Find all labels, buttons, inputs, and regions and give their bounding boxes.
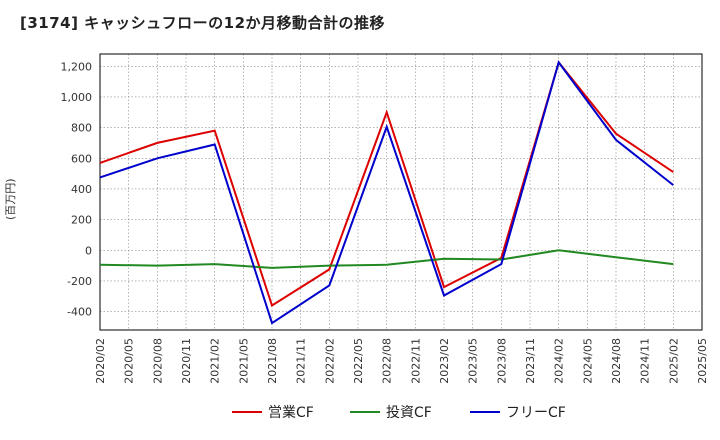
legend-label-investing-cf: 投資CF bbox=[386, 405, 432, 421]
x-tick-label: 2023/02 bbox=[438, 338, 451, 384]
x-tick-label: 2022/08 bbox=[381, 338, 394, 384]
legend-item-operating-cf: 営業CF bbox=[232, 402, 314, 422]
plot-border bbox=[99, 53, 703, 331]
x-tick-label: 2024/08 bbox=[610, 338, 623, 384]
plot-area bbox=[99, 53, 703, 331]
y-tick-label: -400 bbox=[67, 306, 92, 319]
legend-label-free-cf: フリーCF bbox=[506, 405, 566, 421]
x-tick-label: 2023/08 bbox=[495, 338, 508, 384]
chart-title: [3174] キャッシュフローの12か月移動合計の推移 bbox=[20, 14, 386, 32]
x-tick-label: 2025/02 bbox=[667, 338, 680, 384]
x-tick-label: 2021/05 bbox=[237, 338, 250, 384]
x-tick-label: 2022/05 bbox=[352, 338, 365, 384]
x-tick-label: 2020/05 bbox=[123, 338, 136, 384]
legend: 営業CF 投資CF フリーCF bbox=[0, 402, 720, 426]
x-tick-label: 2023/05 bbox=[467, 338, 480, 384]
series-line-1 bbox=[99, 249, 674, 269]
x-tick-label: 2021/11 bbox=[295, 338, 308, 384]
series-line-2 bbox=[99, 60, 674, 325]
y-tick-label: 1,200 bbox=[61, 60, 93, 73]
x-tick-label: 2023/11 bbox=[524, 338, 537, 384]
y-tick-label: 600 bbox=[71, 152, 92, 165]
x-tick-label: 2021/08 bbox=[266, 338, 279, 384]
y-tick-label: 400 bbox=[71, 183, 92, 196]
x-tick-label: 2020/11 bbox=[180, 338, 193, 384]
legend-item-investing-cf: 投資CF bbox=[350, 402, 432, 422]
x-tick-label: 2021/02 bbox=[209, 338, 222, 384]
legend-swatch-free-cf bbox=[470, 411, 500, 413]
legend-label-operating-cf: 営業CF bbox=[268, 405, 314, 421]
x-tick-label: 2020/02 bbox=[94, 338, 107, 384]
y-tick-label: 0 bbox=[85, 244, 92, 257]
x-tick-label: 2024/02 bbox=[553, 338, 566, 384]
y-tick-label: 800 bbox=[71, 122, 92, 135]
x-tick-label: 2024/11 bbox=[639, 338, 652, 384]
series-line-0 bbox=[99, 60, 674, 308]
y-tick-label: 1,000 bbox=[61, 91, 93, 104]
y-tick-label: -200 bbox=[67, 275, 92, 288]
y-tick-label: 200 bbox=[71, 214, 92, 227]
x-tick-label: 2022/11 bbox=[409, 338, 422, 384]
legend-swatch-investing-cf bbox=[350, 411, 380, 413]
x-tick-label: 2020/08 bbox=[151, 338, 164, 384]
x-tick-label: 2022/02 bbox=[323, 338, 336, 384]
x-tick-label: 2024/05 bbox=[581, 338, 594, 384]
line-chart: 2020/02 2020/05 2020/08 2020/11 2021/02 2021/… bbox=[61, 53, 709, 384]
x-tick-label: 2025/05 bbox=[696, 338, 709, 384]
legend-swatch-operating-cf bbox=[232, 411, 262, 413]
legend-item-free-cf: フリーCF bbox=[470, 402, 566, 422]
